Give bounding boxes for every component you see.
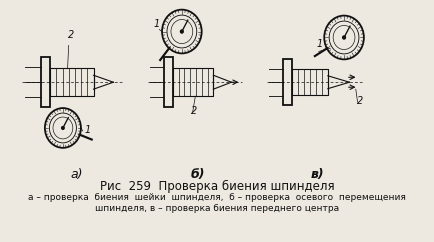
Bar [164, 57, 173, 107]
Bar [283, 59, 292, 105]
Circle shape [62, 127, 64, 129]
Bar [41, 57, 50, 107]
Text: 1: 1 [153, 19, 159, 29]
Text: 2: 2 [191, 106, 197, 116]
Text: в): в) [310, 168, 324, 181]
Bar [50, 68, 94, 96]
Text: 1: 1 [85, 125, 91, 135]
Circle shape [343, 36, 345, 39]
Bar [173, 68, 214, 96]
Text: 2: 2 [357, 96, 363, 106]
Bar [292, 69, 328, 95]
Text: б): б) [191, 168, 205, 181]
Text: 2: 2 [68, 30, 74, 40]
Text: а – проверка  биения  шейки  шпинделя,  б – проверка  осевого  перемещения: а – проверка биения шейки шпинделя, б – … [28, 193, 406, 202]
Circle shape [181, 30, 183, 33]
Text: а): а) [70, 168, 82, 181]
Text: 1: 1 [316, 39, 322, 49]
Text: Рис  259  Проверка биения шпинделя: Рис 259 Проверка биения шпинделя [100, 180, 334, 193]
Text: шпинделя, в – проверка биения переднего центра: шпинделя, в – проверка биения переднего … [95, 204, 339, 212]
